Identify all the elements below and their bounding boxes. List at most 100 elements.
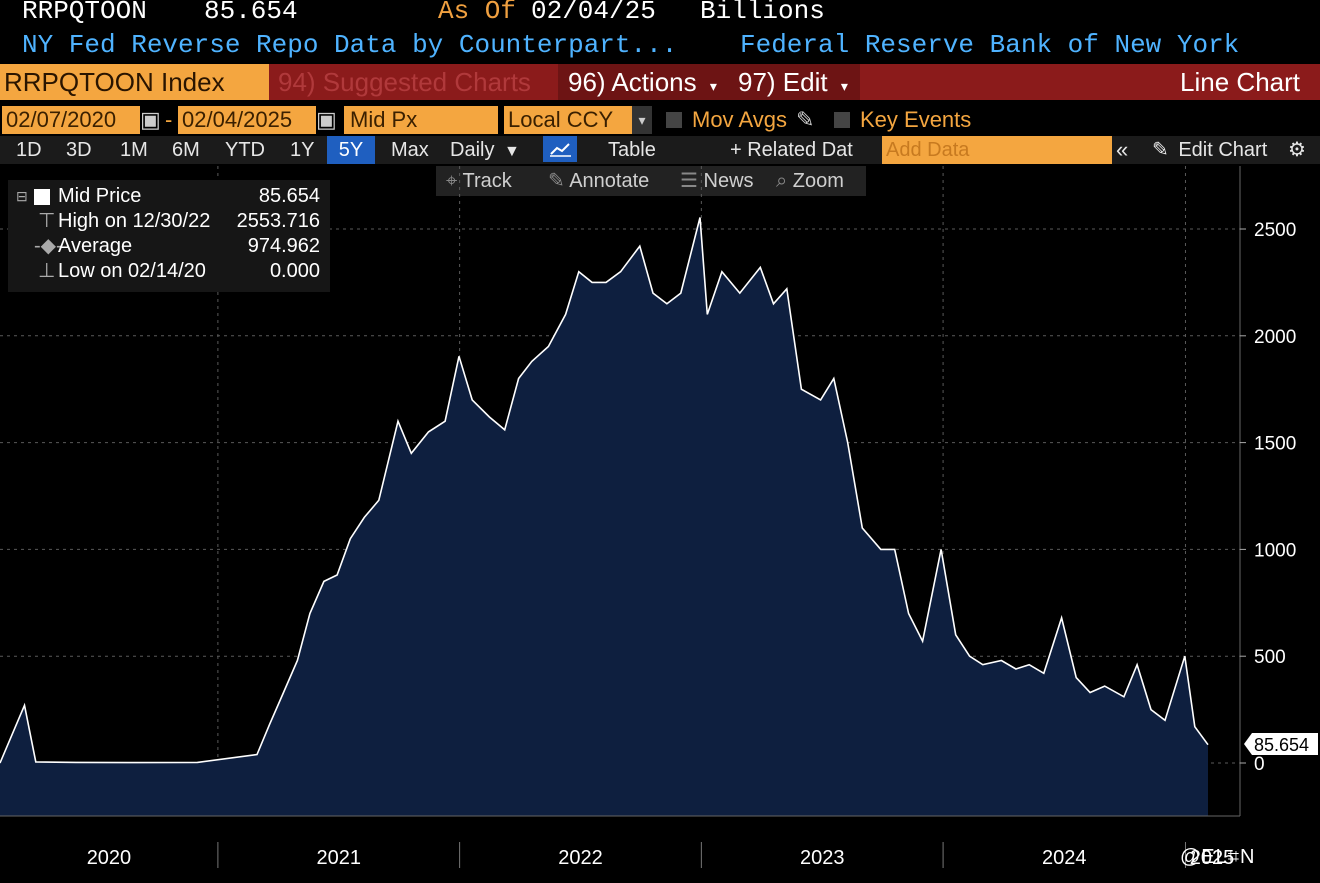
chart-tools: ⌖ Track ✎ Annotate ☰ News ⌕ Zoom xyxy=(436,166,866,196)
chevron-down-icon: ▼ xyxy=(504,143,520,160)
average-label: Average xyxy=(58,235,133,257)
x-tick-label: 2022 xyxy=(558,847,603,869)
edit-label: 97) Edit xyxy=(738,67,828,97)
series-line xyxy=(0,217,1209,764)
watermark: @EL⌗N xyxy=(1180,846,1256,868)
y-tick-label: 2000 xyxy=(1254,327,1296,348)
frequency-label: Daily xyxy=(450,139,495,161)
legend-mid[interactable]: ⊟ Mid Price 85.654 xyxy=(8,184,330,209)
annotate-label: Annotate xyxy=(569,170,650,192)
pencil-icon: ✎ xyxy=(548,170,565,192)
period-ytd[interactable]: YTD xyxy=(225,139,265,161)
chevron-down-icon: ▾ xyxy=(709,78,717,94)
pencil-icon[interactable]: ✎ xyxy=(796,107,815,132)
as-of-label: As Of xyxy=(438,0,517,26)
key-events-label: Key Events xyxy=(860,107,972,132)
x-tick-label: 2024 xyxy=(1042,847,1087,869)
field-selector[interactable]: Mid Px xyxy=(344,106,498,134)
ticker: RRPQTOON xyxy=(22,0,147,26)
period-bar: 1D 3D 1M 6M YTD 1Y 5Y Max Daily ▼ Table … xyxy=(0,136,1320,164)
crosshair-icon: ⌖ xyxy=(446,170,458,192)
high-marker-icon: ⊤ xyxy=(38,210,56,232)
period-3d[interactable]: 3D xyxy=(66,139,92,161)
last-value-label: 85.654 xyxy=(1254,735,1309,755)
function-bar: RRPQTOON Index 94) Suggested Charts 96) … xyxy=(0,64,1320,100)
x-tick-label: 2023 xyxy=(800,847,845,869)
calendar-icon[interactable]: ▣ xyxy=(316,107,337,132)
chevron-down-icon: ▾ xyxy=(840,78,848,94)
low-marker-icon: ⊥ xyxy=(38,260,56,282)
units-label: Billions xyxy=(700,0,825,26)
y-tick-label: 2500 xyxy=(1254,220,1296,241)
legend-panel: ⊟ Mid Price 85.654 ⊤ High on 12/30/22 25… xyxy=(8,180,330,292)
frequency-selector[interactable]: Daily ▼ xyxy=(450,136,520,164)
edit-menu[interactable]: 97) Edit ▾ xyxy=(730,64,860,100)
period-1m[interactable]: 1M xyxy=(120,139,148,161)
track-label: Track xyxy=(462,170,512,192)
mid-swatch xyxy=(34,189,50,205)
edit-chart-button[interactable]: ✎ Edit Chart xyxy=(1152,136,1267,164)
x-tick-label: 2025 xyxy=(1190,847,1235,869)
last-value: 85.654 xyxy=(204,0,298,26)
y-tick-label: 1000 xyxy=(1254,540,1296,561)
period-5y[interactable]: 5Y xyxy=(327,136,375,164)
double-chevron-left-icon[interactable]: « xyxy=(1116,137,1129,162)
average-marker-icon: -◆- xyxy=(34,235,63,257)
table-button[interactable]: Table xyxy=(608,139,656,161)
date-dash: - xyxy=(165,107,173,132)
as-of-date: 02/04/25 xyxy=(531,0,656,26)
gear-icon[interactable]: ⚙ xyxy=(1288,139,1306,161)
mov-avgs-label: Mov Avgs xyxy=(692,107,787,132)
security-field[interactable]: RRPQTOON Index xyxy=(0,64,269,100)
last-value-marker: 85.654 xyxy=(1244,733,1318,755)
actions-label: 96) Actions xyxy=(568,67,697,97)
mov-avgs-checkbox[interactable] xyxy=(666,112,682,128)
x-tick-label: 2021 xyxy=(317,847,362,869)
series-area xyxy=(0,217,1208,816)
end-date-field[interactable]: 02/04/2025 xyxy=(178,106,316,134)
calendar-icon[interactable]: ▣ xyxy=(140,107,161,132)
y-axis: 0 500 1000 1500 2000 2500 xyxy=(1240,220,1296,775)
chart-type-label: Line Chart xyxy=(1180,67,1300,97)
x-axis: 2020 2021 2022 2023 2024 2025 xyxy=(87,842,1235,869)
period-1d[interactable]: 1D xyxy=(16,139,42,161)
period-1y[interactable]: 1Y xyxy=(290,139,315,161)
y-tick-label: 0 xyxy=(1254,754,1265,775)
collapse-icon[interactable]: ⊟ xyxy=(16,188,28,204)
y-tick-label: 1500 xyxy=(1254,434,1296,455)
currency-selector[interactable]: Local CCY xyxy=(504,106,632,134)
edit-chart-label: Edit Chart xyxy=(1178,139,1268,161)
average-value: 974.962 xyxy=(247,235,320,257)
add-data-input[interactable]: Add Data xyxy=(882,136,1112,164)
x-tick-label: 2020 xyxy=(87,847,132,869)
legend-low: ⊥ Low on 02/14/20 0.000 xyxy=(8,259,330,284)
title-bar: RRPQTOON 85.654 As Of 02/04/25 Billions xyxy=(0,0,1320,30)
related-data-button[interactable]: + Related Dat xyxy=(730,139,853,161)
date-controls: 02/07/2020 ▣ - 02/04/2025 ▣ Mid Px Local… xyxy=(0,104,1320,136)
data-source: Federal Reserve Bank of New York xyxy=(740,30,1240,60)
zoom-tool[interactable]: ⌕ Zoom xyxy=(776,166,844,196)
period-max[interactable]: Max xyxy=(391,139,429,161)
y-tick-label: 500 xyxy=(1254,647,1286,668)
chevron-down-icon[interactable]: ▾ xyxy=(632,106,652,134)
news-label: News xyxy=(703,170,754,192)
news-icon: ☰ xyxy=(680,170,698,192)
news-tool[interactable]: ☰ News xyxy=(680,166,754,196)
low-value: 0.000 xyxy=(269,260,320,282)
mid-label: Mid Price xyxy=(58,185,142,207)
track-tool[interactable]: ⌖ Track xyxy=(446,166,512,196)
line-chart-glyph xyxy=(550,143,571,157)
period-6m[interactable]: 6M xyxy=(172,139,200,161)
legend-high: ⊤ High on 12/30/22 2553.716 xyxy=(8,209,330,234)
suggested-charts-menu[interactable]: 94) Suggested Charts xyxy=(278,67,531,97)
zoom-label: Zoom xyxy=(792,170,844,192)
actions-menu[interactable]: 96) Actions ▾ xyxy=(558,64,734,100)
high-label: High on 12/30/22 xyxy=(58,210,211,232)
start-date-field[interactable]: 02/07/2020 xyxy=(2,106,140,134)
legend-average: -◆- Average 974.962 xyxy=(8,234,330,259)
line-chart-icon[interactable] xyxy=(543,136,577,162)
key-events-checkbox[interactable] xyxy=(834,112,850,128)
pencil-icon: ✎ xyxy=(1152,139,1169,161)
annotate-tool[interactable]: ✎ Annotate xyxy=(548,166,649,196)
